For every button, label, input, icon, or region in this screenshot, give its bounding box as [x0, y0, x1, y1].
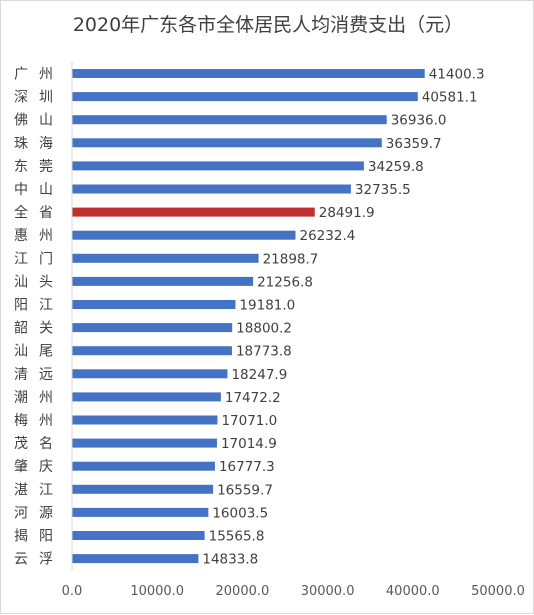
x-tick-label-3: 30000.0 — [301, 584, 355, 599]
value-label-13: 18247.9 — [231, 367, 287, 383]
category-label-7: 惠州 — [14, 228, 64, 244]
bar-6 — [72, 207, 315, 217]
category-label-11: 韶关 — [14, 321, 64, 337]
bar-11 — [72, 323, 233, 333]
value-label-15: 17071.0 — [221, 413, 277, 429]
bar-20 — [72, 531, 205, 540]
x-tick-labels: 0.0 10000.0 20000.0 30000.0 40000.0 50000.0 — [62, 584, 525, 599]
bar-14 — [72, 392, 221, 402]
category-label-9: 汕头 — [14, 274, 64, 290]
category-label-2: 佛山 — [14, 113, 64, 129]
category-label-15: 梅州 — [14, 413, 64, 429]
value-label-16: 17014.9 — [221, 436, 277, 452]
category-label-0: 广州 — [14, 67, 64, 83]
bar-2 — [72, 115, 387, 125]
x-tick-label-0: 0.0 — [62, 584, 83, 599]
bar-1 — [72, 92, 418, 102]
category-label-19: 河源 — [14, 505, 64, 521]
bar-17 — [72, 461, 215, 471]
category-label-18: 湛江 — [14, 482, 64, 498]
value-label-2: 36936.0 — [391, 113, 447, 129]
category-label-13: 清远 — [14, 367, 64, 383]
value-label-11: 18800.2 — [236, 321, 292, 337]
bar-7 — [72, 230, 296, 240]
bar-15 — [72, 415, 218, 425]
category-label-20: 揭阳 — [14, 529, 64, 545]
value-label-1: 40581.1 — [422, 90, 478, 106]
category-label-21: 云浮 — [14, 552, 64, 568]
value-label-10: 19181.0 — [239, 298, 295, 314]
bar-12 — [72, 346, 232, 356]
bar-21 — [72, 554, 199, 564]
value-label-17: 16777.3 — [219, 459, 275, 475]
category-labels: 广州深圳佛山珠海东莞中山全省惠州江门汕头阳江韶关汕尾清远潮州梅州茂名肇庆湛江河源… — [14, 67, 64, 568]
category-label-4: 东莞 — [14, 159, 64, 175]
category-label-12: 汕尾 — [14, 344, 64, 360]
category-label-1: 深圳 — [14, 90, 64, 106]
bar-10 — [72, 300, 236, 309]
x-tick-label-5: 50000.0 — [471, 584, 525, 599]
value-label-9: 21256.8 — [257, 274, 313, 290]
bar-19 — [72, 507, 209, 517]
category-label-17: 肇庆 — [14, 459, 64, 475]
value-label-4: 34259.8 — [368, 159, 424, 175]
bar-9 — [72, 276, 254, 286]
category-label-16: 茂名 — [14, 435, 64, 452]
value-label-8: 21898.7 — [263, 251, 319, 267]
x-tick-label-2: 20000.0 — [216, 584, 270, 599]
bar-16 — [72, 438, 217, 448]
value-label-14: 17472.2 — [225, 390, 281, 406]
bar-8 — [72, 253, 259, 263]
value-label-3: 36359.7 — [386, 136, 442, 152]
value-label-7: 26232.4 — [300, 228, 356, 244]
bars-layer — [72, 69, 425, 564]
bar-0 — [72, 69, 425, 78]
chart-title: 2020年广东各市全体居民人均消费支出（元） — [73, 14, 463, 36]
bar-13 — [72, 369, 228, 379]
category-label-10: 阳江 — [14, 298, 64, 314]
value-label-21: 14833.8 — [202, 552, 258, 568]
value-label-19: 16003.5 — [212, 505, 268, 521]
x-tick-label-4: 40000.0 — [386, 584, 440, 599]
category-label-14: 潮州 — [14, 390, 64, 406]
value-label-12: 18773.8 — [236, 344, 292, 360]
category-label-8: 江门 — [14, 251, 64, 267]
value-label-6: 28491.9 — [319, 205, 375, 221]
category-label-6: 全省 — [14, 204, 64, 221]
bar-4 — [72, 161, 364, 171]
bar-18 — [72, 484, 214, 494]
bar-5 — [72, 184, 351, 194]
value-labels: 41400.3 40581.1 36936.0 36359.7 34259.8 32735… — [202, 67, 484, 568]
category-label-5: 中山 — [14, 182, 64, 198]
bar-3 — [72, 138, 382, 148]
value-label-0: 41400.3 — [429, 67, 485, 83]
value-label-5: 32735.5 — [355, 182, 411, 198]
x-tick-label-1: 10000.0 — [130, 584, 184, 599]
value-label-18: 16559.7 — [217, 482, 273, 498]
value-label-20: 15565.8 — [209, 529, 265, 545]
category-label-3: 珠海 — [14, 136, 64, 152]
